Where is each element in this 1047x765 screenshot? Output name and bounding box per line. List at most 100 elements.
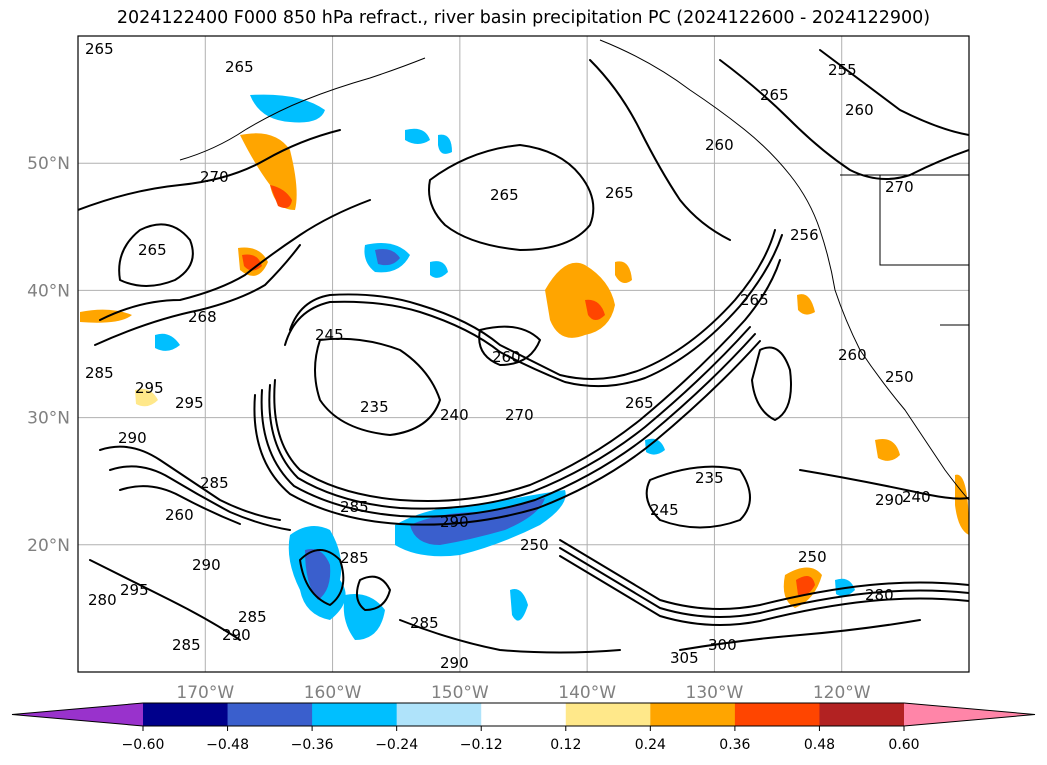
contour-label: 245 [315,326,344,344]
contour-label: 265 [760,86,789,104]
contour-label: 250 [798,548,827,566]
colorbar-segment [819,703,905,726]
contour-line [428,144,595,251]
colorbar-tick-label: −0.60 [122,737,165,753]
contour-line [355,575,391,611]
alaska-peninsula-coast [179,57,426,161]
colorbar-tick-label: −0.36 [291,737,334,753]
contour-label: 290 [440,513,469,531]
colorbar-segment [565,703,651,726]
latitude-labels: 50°N 40°N 30°N 20°N [27,154,70,556]
contour-label: 250 [520,536,549,554]
contour-line [99,445,281,521]
longitude-labels: 170°W 160°W 150°W 140°W 130°W 120°W [176,683,870,703]
contour-label: 290 [440,654,469,672]
contour-line [559,555,969,626]
contour-label: 256 [790,226,819,244]
shade-patch [155,333,180,351]
colorbar-tick-label: 0.48 [804,737,835,753]
contour-label: 290 [222,626,251,644]
contour-label: 235 [695,469,724,487]
map-area [78,36,969,672]
contour-line [299,549,345,606]
colorbar-extend-low [12,703,143,726]
lat-tick-label: 50°N [27,154,70,174]
contour-label: 260 [705,136,734,154]
contour-label: 265 [625,394,654,412]
contour-line [289,229,776,380]
colorbar-segment [396,703,482,726]
shade-patch [270,185,292,208]
shade-patch [250,94,325,123]
colorbar-tick-label: 0.36 [719,737,750,753]
contour-label: 290 [875,491,904,509]
contour-label: 260 [492,348,521,366]
shade-patch [305,549,331,600]
contour-label: 285 [85,364,114,382]
colorbar-tick-label: −0.48 [206,737,249,753]
colorbar-tick-label: 0.60 [888,737,919,753]
shade-patch [430,261,448,278]
contour-label: 285 [340,498,369,516]
lon-tick-label: 170°W [176,683,234,703]
contour-label: 240 [440,406,469,424]
contour-line [268,326,751,510]
coastlines [179,39,969,501]
shade-patch [875,439,900,461]
contour-line [119,485,241,525]
contour-label: 260 [845,101,874,119]
contour-label: 265 [490,186,519,204]
contour-line [399,619,621,654]
shade-patch [510,589,528,621]
colorbar-segment [481,703,567,726]
colorbar-segment [650,703,736,726]
graticule [78,36,969,672]
colorbar-tick-label: 0.24 [635,737,666,753]
contour-label: 270 [885,178,914,196]
contour-label: 265 [85,40,114,58]
contour-label: 265 [605,184,634,202]
lon-tick-label: 160°W [304,683,362,703]
colorbar-segment [143,703,229,726]
contour-line [589,59,731,241]
contour-label: 235 [360,398,389,416]
colorbar-tick-label: 0.12 [550,737,581,753]
shade-patch [585,299,605,320]
contour-line [559,539,969,610]
contour-label: 265 [225,58,254,76]
contour-label: 250 [885,368,914,386]
contour-label: 285 [172,636,201,654]
contour-line [253,340,761,526]
contour-line [118,223,194,287]
shade-patch [135,388,158,407]
refractivity-contours [78,49,969,654]
shade-patch [796,576,815,596]
contour-label: 265 [138,241,167,259]
contour-label: 295 [135,379,164,397]
contour-label: 290 [192,556,221,574]
contour-line [260,333,756,518]
contour-line [284,234,783,388]
contour-label: 295 [120,581,149,599]
contour-line [78,129,341,211]
contour-label: 260 [165,506,194,524]
shade-patch [375,249,400,266]
contour-label: 245 [650,501,679,519]
lon-tick-label: 120°W [813,683,871,703]
contour-line [719,59,969,180]
colorbar-segment [734,703,820,726]
colorbar-segment [312,703,398,726]
colorbar-segment [227,703,313,726]
contour-label: 270 [200,168,229,186]
contour-label: 260 [838,346,867,364]
colorbar-tick-label: −0.24 [375,737,418,753]
shade-patch [343,594,385,640]
contour-line [89,559,241,641]
contour-label: 280 [88,591,117,609]
contour-label: 285 [200,474,229,492]
shade-patch [797,294,815,315]
colorbar-extend-high [904,703,1035,726]
lat-tick-label: 30°N [27,409,70,429]
shade-patch [438,134,452,154]
lon-tick-label: 130°W [686,683,744,703]
